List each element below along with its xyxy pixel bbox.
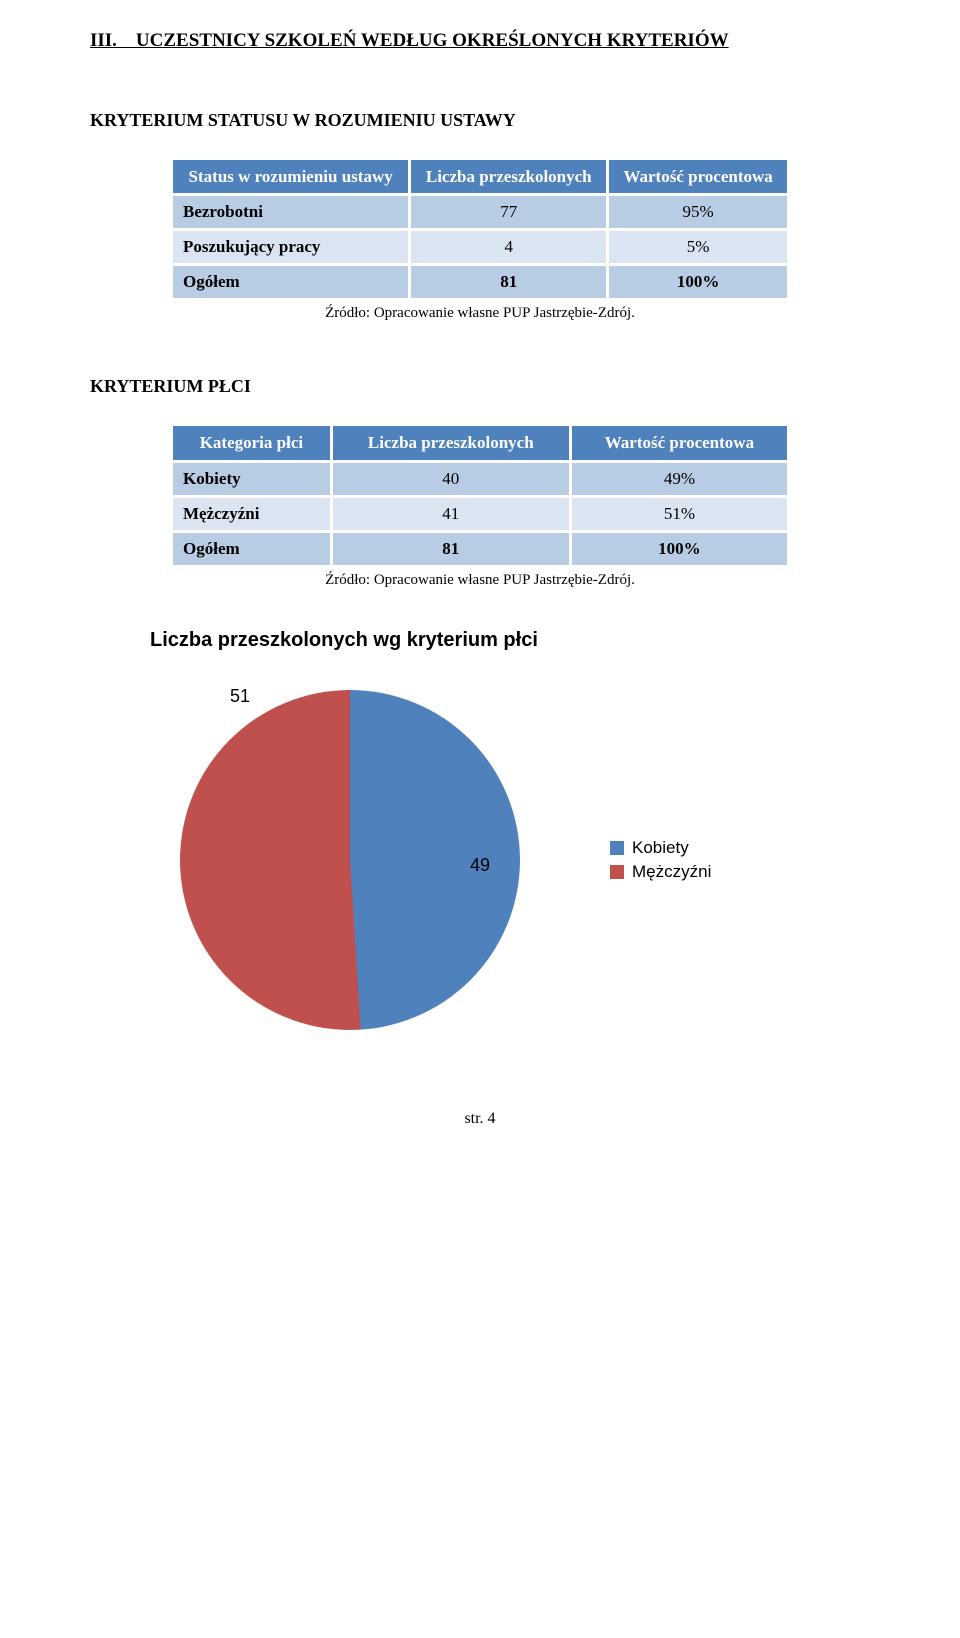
col-header-kategoria: Kategoria płci — [173, 426, 330, 459]
section2-title: KRYTERIUM PŁCI — [90, 376, 870, 397]
cell-total-pct: 100% — [572, 533, 787, 565]
table-statusu: Status w rozumieniu ustawy Liczba przesz… — [170, 157, 790, 301]
page-number: str. 4 — [90, 1110, 870, 1128]
chart-title: Liczba przeszkolonych wg kryterium płci — [150, 629, 870, 652]
cell-value: 4 — [411, 231, 606, 263]
col-header-wartosc: Wartość procentowa — [572, 426, 787, 459]
cell-total-pct: 100% — [609, 266, 787, 298]
table-header-row: Kategoria płci Liczba przeszkolonych War… — [173, 426, 787, 459]
pie-label-mezczyzni: 51 — [230, 686, 250, 707]
table-row: Kobiety 40 49% — [173, 463, 787, 495]
legend-label: Mężczyźni — [632, 862, 711, 882]
source-note-1: Źródło: Opracowanie własne PUP Jastrzębi… — [90, 305, 870, 322]
table-row: Poszukujący pracy 4 5% — [173, 231, 787, 263]
pie-label-kobiety: 49 — [470, 855, 490, 876]
cell-total-label: Ogółem — [173, 266, 408, 298]
table-total-row: Ogółem 81 100% — [173, 533, 787, 565]
source-note-2: Źródło: Opracowanie własne PUP Jastrzębi… — [90, 572, 870, 589]
cell-label: Poszukujący pracy — [173, 231, 408, 263]
pie-chart: 51 49 — [180, 690, 520, 1030]
table-total-row: Ogółem 81 100% — [173, 266, 787, 298]
legend-swatch-icon — [610, 841, 624, 855]
page-heading: III. UCZESTNICY SZKOLEŃ WEDŁUG OKREŚLONY… — [90, 30, 870, 52]
col-header-liczba: Liczba przeszkolonych — [411, 160, 606, 193]
cell-total-value: 81 — [333, 533, 569, 565]
col-header-liczba: Liczba przeszkolonych — [333, 426, 569, 459]
cell-pct: 5% — [609, 231, 787, 263]
cell-label: Mężczyźni — [173, 498, 330, 530]
cell-label: Bezrobotni — [173, 196, 408, 228]
cell-total-label: Ogółem — [173, 533, 330, 565]
legend-label: Kobiety — [632, 838, 689, 858]
pie-chart-block: Liczba przeszkolonych wg kryterium płci … — [90, 629, 870, 1030]
chart-legend: Kobiety Mężczyźni — [610, 834, 711, 886]
cell-value: 41 — [333, 498, 569, 530]
section1-title: KRYTERIUM STATUSU W ROZUMIENIU USTAWY — [90, 110, 870, 131]
cell-total-value: 81 — [411, 266, 606, 298]
col-header-status: Status w rozumieniu ustawy — [173, 160, 408, 193]
table-header-row: Status w rozumieniu ustawy Liczba przesz… — [173, 160, 787, 193]
table-row: Mężczyźni 41 51% — [173, 498, 787, 530]
legend-swatch-icon — [610, 865, 624, 879]
legend-item-kobiety: Kobiety — [610, 838, 711, 858]
cell-pct: 51% — [572, 498, 787, 530]
pie-graphic — [180, 690, 520, 1030]
legend-item-mezczyzni: Mężczyźni — [610, 862, 711, 882]
table-plci: Kategoria płci Liczba przeszkolonych War… — [170, 423, 790, 567]
cell-pct: 95% — [609, 196, 787, 228]
table-row: Bezrobotni 77 95% — [173, 196, 787, 228]
cell-value: 77 — [411, 196, 606, 228]
cell-value: 40 — [333, 463, 569, 495]
cell-label: Kobiety — [173, 463, 330, 495]
col-header-wartosc: Wartość procentowa — [609, 160, 787, 193]
cell-pct: 49% — [572, 463, 787, 495]
